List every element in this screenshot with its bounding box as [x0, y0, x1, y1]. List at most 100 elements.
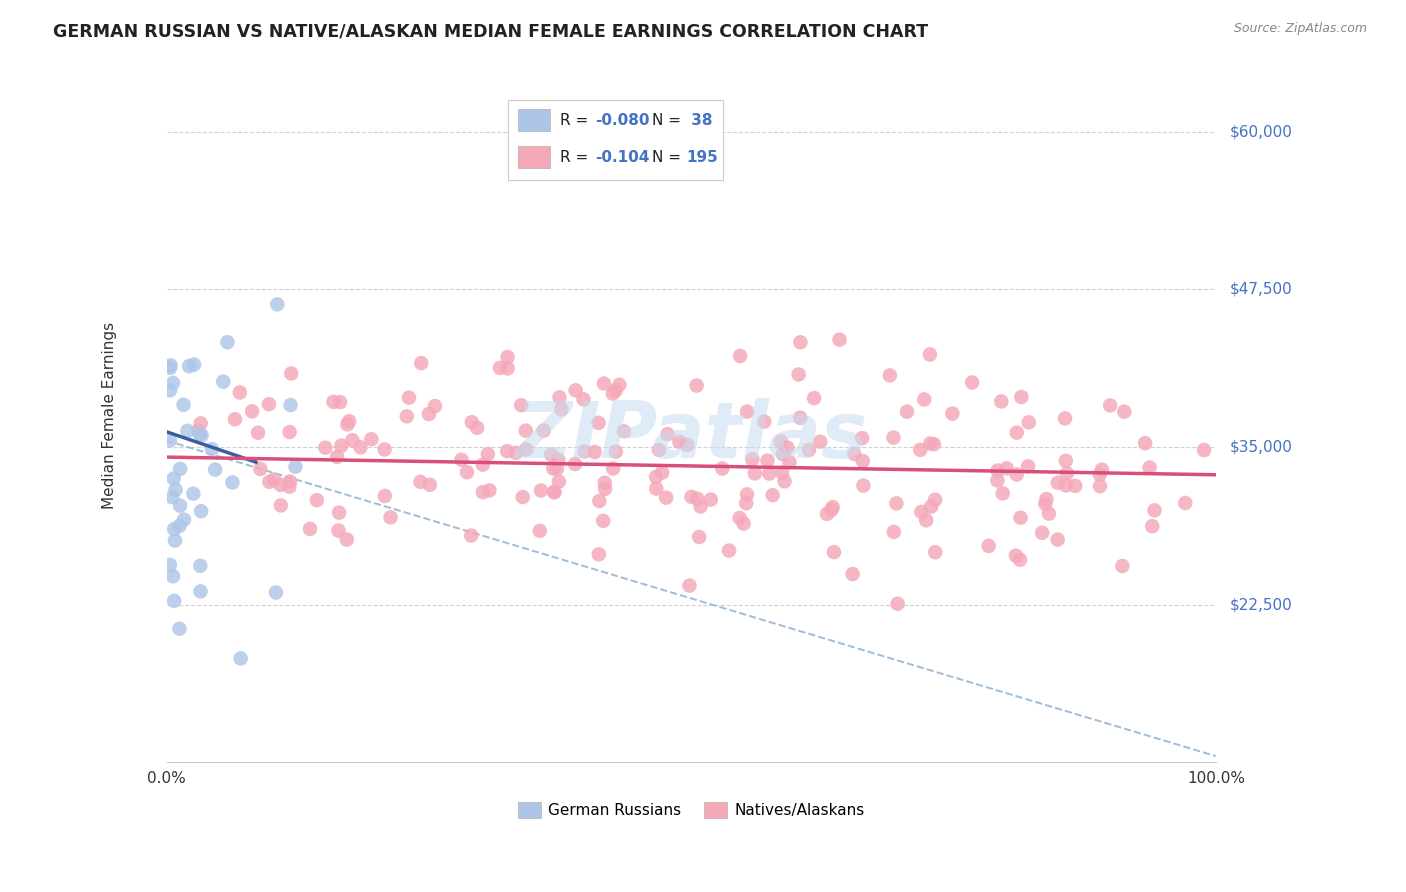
Point: [882, 431, 904, 445]
Point: [183, 358, 205, 372]
Point: [529, 524, 551, 538]
Point: [543, 461, 565, 475]
Point: [329, 395, 352, 409]
Point: [173, 513, 195, 527]
Point: [883, 524, 905, 539]
Point: [841, 567, 863, 582]
Point: [986, 474, 1008, 488]
Point: [689, 500, 711, 514]
Point: [398, 391, 420, 405]
Point: [1046, 533, 1069, 547]
Point: [735, 487, 758, 501]
Point: [477, 447, 499, 461]
Point: [657, 427, 679, 442]
Point: [588, 547, 610, 561]
Point: [1143, 503, 1166, 517]
Point: [686, 491, 709, 506]
Point: [678, 578, 700, 592]
Point: [159, 434, 181, 448]
Point: [188, 427, 211, 442]
Point: [159, 384, 181, 398]
Point: [456, 465, 478, 479]
Point: [1088, 467, 1111, 482]
Point: [728, 349, 751, 363]
Point: [648, 442, 671, 457]
Point: [609, 377, 631, 392]
Point: [204, 462, 226, 476]
Point: [593, 482, 616, 496]
Point: [772, 447, 794, 461]
Point: [688, 530, 710, 544]
Point: [162, 490, 184, 504]
Point: [314, 441, 336, 455]
Point: [613, 425, 636, 439]
Point: [787, 368, 810, 382]
Point: [510, 398, 533, 412]
Point: [896, 404, 918, 418]
Point: [190, 417, 212, 431]
Point: [278, 480, 301, 494]
Point: [645, 470, 668, 484]
Point: [547, 453, 569, 467]
Point: [460, 528, 482, 542]
FancyBboxPatch shape: [519, 145, 550, 168]
Point: [844, 447, 866, 461]
Point: [852, 478, 875, 492]
Point: [991, 486, 1014, 500]
Point: [163, 594, 186, 608]
Point: [374, 489, 396, 503]
Point: [380, 510, 402, 524]
Point: [546, 462, 568, 476]
Text: N =: N =: [652, 150, 686, 165]
Point: [588, 494, 610, 508]
Point: [259, 475, 281, 489]
Point: [190, 584, 212, 599]
Point: [201, 442, 224, 457]
Point: [977, 539, 1000, 553]
Point: [229, 385, 252, 400]
Point: [374, 442, 396, 457]
Point: [159, 360, 181, 375]
Point: [176, 424, 198, 438]
Point: [1192, 443, 1215, 458]
Point: [270, 499, 292, 513]
Point: [718, 543, 741, 558]
Legend: German Russians, Natives/Alaskans: German Russians, Natives/Alaskans: [512, 796, 872, 824]
Point: [190, 428, 212, 442]
Point: [602, 386, 624, 401]
Point: [423, 399, 446, 413]
Point: [543, 484, 565, 499]
Point: [1054, 411, 1077, 425]
Point: [1017, 459, 1039, 474]
Point: [169, 499, 191, 513]
Point: [920, 500, 942, 514]
Point: [337, 414, 360, 428]
Text: -0.080: -0.080: [595, 113, 650, 128]
Point: [912, 392, 935, 407]
Point: [162, 376, 184, 390]
Point: [163, 522, 186, 536]
Point: [941, 407, 963, 421]
Point: [1091, 463, 1114, 477]
FancyBboxPatch shape: [519, 109, 550, 131]
Point: [1099, 398, 1122, 412]
Point: [588, 416, 610, 430]
Point: [1035, 491, 1057, 506]
Point: [169, 622, 191, 636]
Point: [409, 475, 432, 489]
Point: [478, 483, 501, 498]
Point: [278, 425, 301, 439]
Point: [217, 335, 239, 350]
Text: -0.104: -0.104: [595, 150, 650, 165]
Text: GERMAN RUSSIAN VS NATIVE/ALASKAN MEDIAN FEMALE EARNINGS CORRELATION CHART: GERMAN RUSSIAN VS NATIVE/ALASKAN MEDIAN …: [53, 22, 928, 40]
Point: [803, 391, 825, 405]
Point: [512, 490, 534, 504]
Point: [221, 475, 243, 490]
Text: 195: 195: [686, 150, 718, 165]
Point: [165, 483, 187, 497]
Point: [828, 333, 851, 347]
Point: [179, 359, 201, 373]
Point: [419, 478, 441, 492]
Point: [605, 444, 627, 458]
Point: [592, 514, 614, 528]
